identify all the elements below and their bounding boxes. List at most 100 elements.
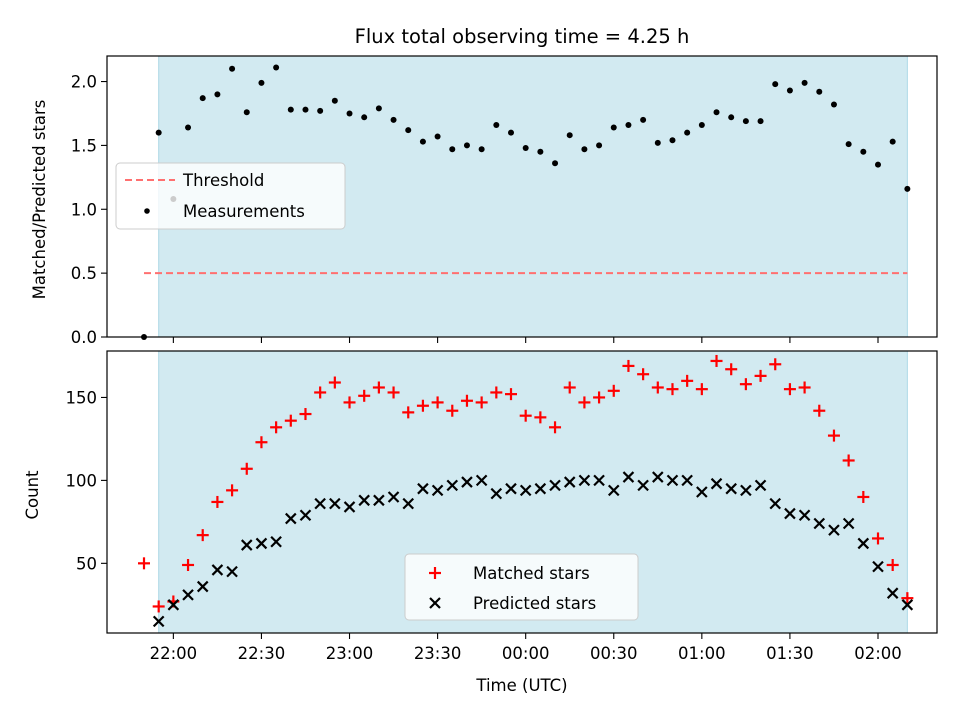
- measurement-point: [434, 133, 441, 140]
- measurement-point: [889, 138, 896, 145]
- measurement-point: [654, 139, 661, 146]
- matched-star-point: [358, 389, 371, 402]
- predicted-star-point: [637, 479, 649, 492]
- measurement-point: [375, 105, 382, 112]
- predicted-star-point: [314, 497, 326, 510]
- matched-star-point: [475, 396, 488, 409]
- matched-star-point: [372, 381, 385, 394]
- matched-star-point: [182, 558, 195, 571]
- measurement-point: [552, 160, 559, 167]
- predicted-star-point: [769, 497, 782, 510]
- predicted-star-point: [519, 484, 532, 497]
- matched-star-point: [607, 384, 620, 397]
- matched-star-point: [651, 381, 664, 394]
- predicted-star-point: [329, 497, 341, 510]
- measurement-point: [904, 185, 911, 192]
- predicted-star-point: [754, 479, 767, 492]
- predicted-star-point: [534, 482, 547, 495]
- matched-star-point: [240, 462, 253, 475]
- matched-star-point: [226, 484, 239, 497]
- matched-star-point: [402, 406, 415, 419]
- matched-star-point: [314, 386, 327, 399]
- legend-predicted-swatch: [429, 597, 441, 609]
- measurement-point: [317, 107, 324, 114]
- top-y-tick-label: 0.0: [71, 328, 97, 347]
- measurement-point: [331, 97, 338, 104]
- bottom-y-tick-label: 150: [66, 388, 98, 407]
- predicted-star-point: [152, 615, 165, 628]
- matched-star-point: [284, 414, 297, 427]
- measurement-point: [845, 141, 852, 148]
- measurement-point: [214, 91, 221, 98]
- measurement-point: [449, 146, 456, 153]
- matched-star-point: [549, 421, 562, 434]
- measurement-point: [199, 95, 206, 102]
- top-y-axis-label: Matched/Predicted stars: [30, 100, 49, 300]
- predicted-star-point: [387, 491, 400, 503]
- predicted-star-point: [666, 474, 679, 487]
- measurement-point: [640, 116, 647, 123]
- matched-star-point: [695, 383, 708, 396]
- measurement-point: [273, 64, 280, 71]
- matched-star-point: [446, 404, 459, 417]
- predicted-star-point: [358, 494, 370, 507]
- x-tick-label: 23:00: [326, 644, 374, 663]
- predicted-star-point: [798, 509, 811, 522]
- measurement-point: [390, 116, 397, 123]
- predicted-star-point: [255, 537, 268, 550]
- predicted-star-point: [490, 487, 503, 500]
- predicted-star-point: [417, 482, 429, 495]
- measurement-point: [713, 109, 720, 116]
- measurement-point: [361, 114, 368, 121]
- matched-star-point: [666, 383, 679, 396]
- bottom-axes-frame: [106, 350, 938, 634]
- measurement-point: [816, 88, 823, 95]
- predicted-star-point: [240, 539, 253, 551]
- matched-star-point: [813, 404, 826, 417]
- legend-measurements-label: Measurements: [183, 202, 305, 221]
- matched-star-point: [637, 368, 650, 381]
- bottom-x-ticks: 22:00 22:30 23:00 23:30 00:00 00:30 01:00 01:30…: [150, 633, 902, 663]
- matched-star-point: [138, 557, 150, 570]
- bottom-legend-box: [404, 553, 639, 621]
- measurement-point: [419, 138, 426, 145]
- measurement-point: [830, 101, 837, 108]
- measurement-point: [698, 121, 705, 128]
- matched-star-point: [725, 363, 738, 376]
- matched-star-point: [593, 391, 606, 404]
- top-axes-frame: [106, 55, 938, 338]
- predicted-star-point: [285, 512, 297, 525]
- measurement-point: [346, 110, 353, 117]
- predicted-star-point: [167, 599, 180, 611]
- x-tick-label: 00:30: [590, 644, 638, 663]
- top-y-ticks: 0.0 0.5 1.0 1.5 2.0: [71, 73, 107, 347]
- predicted-star-point: [593, 474, 605, 487]
- predicted-star-point: [901, 599, 914, 611]
- predicted-star-point: [226, 565, 238, 578]
- matched-star-point: [387, 386, 400, 399]
- predicted-star-point: [725, 482, 737, 495]
- predicted-star-point: [549, 479, 561, 492]
- measurement-point: [786, 87, 793, 94]
- measurement-point: [478, 146, 485, 153]
- measurement-point: [728, 114, 735, 121]
- matched-star-point: [754, 369, 767, 382]
- legend-predicted-label: Predicted stars: [473, 594, 596, 613]
- top-y-tick-label: 0.5: [71, 264, 97, 283]
- measurement-point: [875, 161, 881, 168]
- measurement-point: [243, 109, 250, 116]
- predicted-star-point: [505, 482, 517, 495]
- predicted-star-point: [652, 471, 664, 483]
- predicted-star-point: [578, 474, 591, 487]
- matched-star-point: [901, 592, 914, 605]
- predicted-star-point: [373, 494, 385, 507]
- matched-star-point: [739, 378, 752, 391]
- predicted-star-point: [446, 479, 459, 492]
- matched-star-point: [798, 381, 811, 394]
- matched-star-point: [255, 436, 268, 449]
- matched-star-point: [431, 396, 444, 409]
- predicted-star-point: [343, 501, 356, 513]
- measurement-point: [185, 124, 192, 131]
- predicted-star-point: [475, 474, 488, 487]
